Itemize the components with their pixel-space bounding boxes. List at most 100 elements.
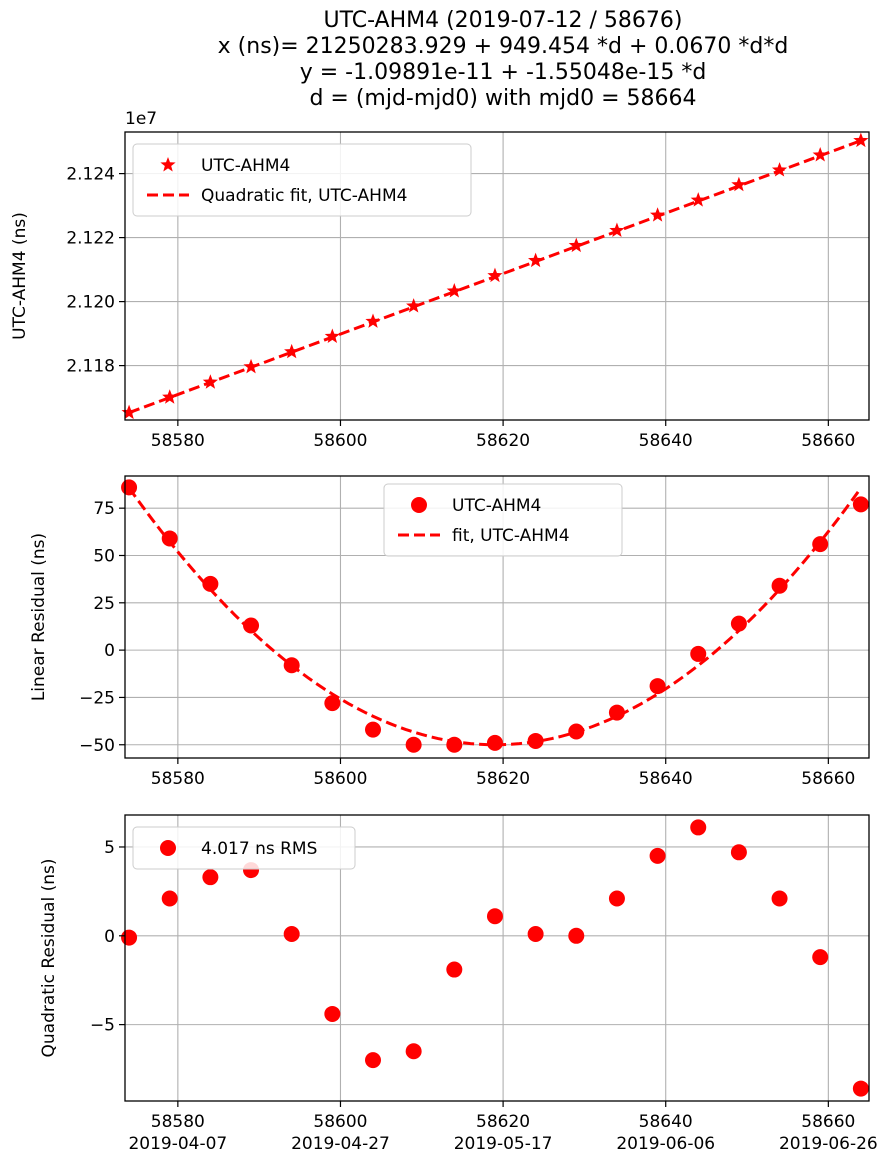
x-tick-date-label: 2019-06-06 xyxy=(616,1134,715,1154)
x-tick-label: 58640 xyxy=(639,769,693,789)
x-tick-label: 58580 xyxy=(151,769,205,789)
data-points xyxy=(121,132,869,420)
data-point xyxy=(162,389,178,404)
data-point xyxy=(812,949,829,966)
x-tick-label: 58600 xyxy=(313,769,367,789)
title-line-1: UTC-AHM4 (2019-07-12 / 58676) xyxy=(323,8,682,33)
data-point xyxy=(486,908,503,925)
y-tick-label: −5 xyxy=(90,1016,115,1036)
data-point xyxy=(405,736,422,753)
data-point xyxy=(730,615,747,632)
legend-box xyxy=(132,143,472,217)
panel-utc-ahm4: 58580 58600 58620 58640 58660 2.118 2.120 2.122… xyxy=(10,109,870,451)
legend-marker-swatch xyxy=(160,157,176,172)
data-point xyxy=(202,374,218,389)
y-tick-label: 0 xyxy=(104,927,115,947)
legend-entry-label: UTC-AHM4 xyxy=(201,156,290,176)
y-tick-label: −50 xyxy=(79,736,115,756)
y-tick-label: 0 xyxy=(104,641,115,661)
y-tick-label: 2.122 xyxy=(66,229,115,249)
legend-marker-swatch xyxy=(411,497,427,513)
x-tick-label: 58600 xyxy=(313,431,367,451)
legend: UTC-AHM4 Quadratic fit, UTC-AHM4 xyxy=(132,143,472,217)
data-point xyxy=(446,283,462,298)
legend: UTC-AHM4 fit, UTC-AHM4 xyxy=(383,483,623,557)
data-point xyxy=(527,732,544,749)
legend-marker-swatch xyxy=(160,840,176,856)
data-point xyxy=(852,1080,869,1097)
x-tick-label: 58640 xyxy=(639,1112,693,1132)
data-point xyxy=(365,1052,381,1069)
figure-title: UTC-AHM4 (2019-07-12 / 58676) x (ns)= 21… xyxy=(218,8,789,111)
data-point xyxy=(283,926,300,943)
y-tick-label: 25 xyxy=(93,594,115,614)
legend-entry-label: 4.017 ns RMS xyxy=(201,839,317,859)
y-axis-label: Linear Residual (ns) xyxy=(29,533,49,701)
data-point xyxy=(121,929,138,946)
y-tick-label: −25 xyxy=(79,688,115,708)
data-point xyxy=(528,252,544,268)
data-points xyxy=(121,479,869,753)
x-tick-label: 58640 xyxy=(639,431,693,451)
data-point xyxy=(771,577,788,594)
data-point xyxy=(852,496,869,513)
data-point xyxy=(243,617,260,634)
data-point xyxy=(731,176,747,192)
data-point xyxy=(771,162,788,177)
data-point xyxy=(649,847,666,864)
data-points xyxy=(121,819,869,1097)
x-tick-date-label: 2019-04-27 xyxy=(291,1134,390,1154)
y-offset-label: 1e7 xyxy=(125,109,157,129)
data-point xyxy=(202,575,219,592)
data-point xyxy=(527,926,544,943)
x-tick-label: 58660 xyxy=(801,431,855,451)
data-point xyxy=(568,237,584,253)
data-point xyxy=(690,192,706,207)
data-point xyxy=(406,298,422,313)
data-point xyxy=(161,530,178,547)
panel-quadratic-residual: 585802019-04-07586002019-04-27586202019-… xyxy=(39,814,878,1154)
y-axis-label: UTC-AHM4 (ns) xyxy=(10,212,30,340)
y-tick-label: 2.120 xyxy=(66,293,115,313)
x-tick-date-label: 2019-06-26 xyxy=(779,1134,878,1154)
legend-box xyxy=(132,826,356,870)
y-axis-label: Quadratic Residual (ns) xyxy=(39,858,59,1057)
panel-linear-residual: 58580 58600 58620 58640 58660 −50 −25 0 25 50 75 Li… xyxy=(29,475,870,789)
data-point xyxy=(568,927,585,944)
axes-frame xyxy=(124,475,870,759)
data-point xyxy=(853,132,869,148)
data-point xyxy=(284,343,300,359)
y-tick-label: 50 xyxy=(93,546,115,566)
x-tick-label: 58660 xyxy=(801,1112,855,1132)
data-point xyxy=(121,404,137,420)
x-tick-label: 58580 xyxy=(151,431,205,451)
data-point xyxy=(365,313,381,328)
x-tick-label: 58580 xyxy=(151,1112,205,1132)
data-point xyxy=(161,890,178,907)
x-tick-label: 58620 xyxy=(476,431,530,451)
data-point xyxy=(649,207,666,222)
x-tick-label: 58620 xyxy=(476,1112,530,1132)
data-point xyxy=(690,645,707,662)
data-point xyxy=(487,267,503,283)
data-point xyxy=(608,890,625,907)
data-point xyxy=(486,734,503,751)
title-line-2: x (ns)= 21250283.929 + 949.454 *d + 0.06… xyxy=(218,34,789,59)
data-point xyxy=(365,721,381,738)
data-point xyxy=(121,479,138,496)
data-point xyxy=(609,222,625,238)
data-point xyxy=(446,961,463,978)
legend-entry-label: UTC-AHM4 xyxy=(452,496,541,516)
data-point xyxy=(202,869,219,886)
x-tick-label: 58600 xyxy=(313,1112,367,1132)
axes-frame xyxy=(124,131,870,421)
data-point xyxy=(730,844,747,861)
axes-frame xyxy=(124,814,870,1102)
legend-entry-label: Quadratic fit, UTC-AHM4 xyxy=(201,186,407,206)
data-point xyxy=(324,1005,341,1022)
data-point xyxy=(812,536,829,553)
data-point xyxy=(446,736,463,753)
x-tick-date-label: 2019-05-17 xyxy=(454,1134,553,1154)
data-point xyxy=(568,723,585,740)
